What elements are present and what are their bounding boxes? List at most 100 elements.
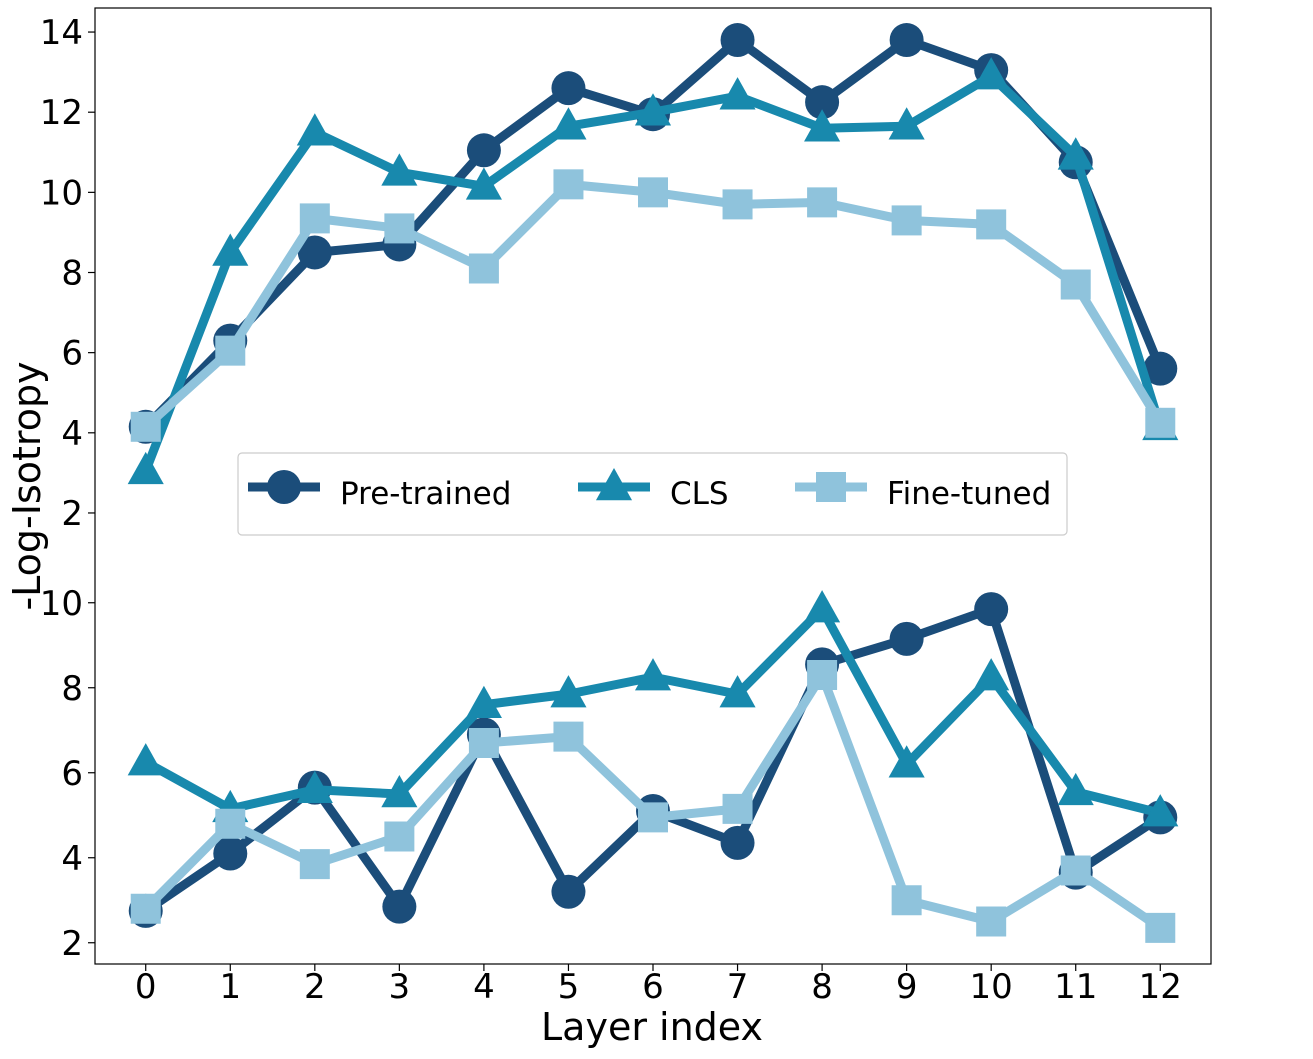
bottom-point-fine-tuned	[807, 660, 838, 690]
bottom-point-cls	[381, 775, 418, 808]
bottom-point-pre-trained	[889, 621, 924, 656]
x-tick-label: 2	[304, 967, 326, 1007]
bottom-point-fine-tuned	[215, 808, 246, 839]
top-point-fine-tuned	[638, 177, 668, 208]
top-y-tick-label: 8	[61, 254, 83, 294]
bottom-point-fine-tuned	[1145, 912, 1176, 943]
bottom-point-pre-trained	[720, 825, 755, 860]
bottom-y-tick-label: 10	[40, 584, 83, 624]
bottom-point-cls	[973, 658, 1010, 691]
top-series-fine-tuned	[130, 169, 1176, 442]
bottom-point-fine-tuned	[638, 802, 668, 833]
top-point-fine-tuned	[130, 411, 161, 442]
top-point-cls	[550, 107, 587, 140]
top-point-fine-tuned	[553, 169, 584, 200]
x-tick-label: 8	[811, 967, 833, 1007]
bottom-point-cls	[1142, 794, 1179, 827]
bottom-point-cls	[127, 743, 164, 776]
top-y-tick-label: 4	[61, 414, 83, 454]
legend: Pre-trained CLS Fine-tuned	[237, 452, 1068, 536]
top-point-cls	[465, 167, 502, 200]
top-point-fine-tuned	[976, 209, 1007, 240]
legend-marker-cls	[595, 468, 633, 501]
x-tick-label: 10	[970, 967, 1013, 1007]
panel-top	[127, 23, 1179, 485]
x-tick-label: 6	[642, 967, 664, 1007]
top-y-tick-label: 10	[40, 173, 83, 213]
panel-bottom	[127, 590, 1179, 943]
legend-label-pre-trained: Pre-trained	[340, 476, 511, 512]
legend-marker-fine-tuned	[816, 472, 846, 502]
legend-entry-pre-trained: Pre-trained	[248, 470, 511, 512]
x-tick-label: 5	[558, 967, 580, 1007]
top-point-fine-tuned	[468, 253, 499, 284]
bottom-point-cls	[888, 745, 925, 778]
x-tick-label: 1	[219, 967, 241, 1007]
legend-box	[237, 452, 1068, 536]
top-y-tick-label: 2	[61, 494, 83, 534]
bottom-point-cls	[465, 685, 502, 719]
top-point-fine-tuned	[1060, 269, 1091, 300]
top-point-cls	[127, 451, 164, 485]
top-point-cls	[804, 109, 841, 142]
top-point-pre-trained	[720, 23, 755, 58]
bottom-point-cls	[296, 770, 333, 804]
top-point-fine-tuned	[722, 189, 753, 220]
top-point-pre-trained	[297, 235, 332, 270]
bottom-point-fine-tuned	[891, 885, 922, 916]
top-point-fine-tuned	[891, 205, 922, 236]
legend-entry-cls: CLS	[578, 468, 729, 512]
x-tick-label: 4	[473, 967, 495, 1007]
bottom-point-fine-tuned	[1060, 855, 1091, 886]
bottom-point-fine-tuned	[384, 821, 415, 852]
top-point-cls	[888, 107, 925, 140]
legend-marker-pre-trained	[267, 470, 301, 504]
bottom-point-pre-trained	[551, 874, 586, 909]
bottom-point-fine-tuned	[722, 793, 753, 824]
top-point-cls	[634, 93, 672, 126]
top-y-tick-label: 14	[40, 13, 83, 53]
x-tick-label: 11	[1054, 967, 1097, 1007]
top-point-fine-tuned	[1145, 407, 1176, 438]
bottom-point-fine-tuned	[468, 728, 499, 758]
top-point-cls	[296, 113, 333, 146]
top-point-fine-tuned	[299, 203, 330, 234]
bottom-point-cls	[804, 590, 841, 623]
x-tick-label: 9	[896, 967, 918, 1007]
bottom-series-cls	[127, 590, 1179, 827]
top-y-tick-label: 12	[40, 93, 83, 133]
x-tick-label: 3	[389, 967, 411, 1007]
bottom-point-fine-tuned	[130, 893, 161, 924]
top-y-tick-label: 6	[61, 334, 83, 374]
bottom-y-tick-label: 6	[61, 754, 83, 794]
top-point-cls	[212, 233, 249, 266]
top-point-pre-trained	[889, 23, 924, 58]
bottom-point-fine-tuned	[299, 849, 330, 880]
bottom-point-cls	[719, 675, 756, 708]
bottom-point-pre-trained	[974, 592, 1009, 627]
top-point-cls	[973, 57, 1010, 90]
x-tick-label: 0	[135, 967, 157, 1007]
bottom-point-pre-trained	[213, 836, 248, 871]
x-tick-label: 7	[727, 967, 749, 1007]
y-axis: 2 4 6 8 10 12 14 2 4 6 8 10	[40, 13, 95, 964]
top-point-fine-tuned	[384, 213, 415, 244]
top-point-pre-trained	[805, 85, 840, 120]
y-axis-label: -Log-Isotropy	[5, 361, 49, 610]
bottom-y-tick-label: 4	[61, 839, 83, 879]
bottom-point-pre-trained	[382, 889, 417, 924]
bottom-series-fine-tuned	[130, 660, 1176, 943]
top-point-pre-trained	[551, 71, 586, 106]
top-point-fine-tuned	[807, 187, 838, 218]
bottom-y-tick-label: 8	[61, 669, 83, 709]
bottom-point-cls	[550, 675, 587, 708]
bottom-point-fine-tuned	[553, 721, 584, 752]
bottom-point-cls	[634, 658, 672, 691]
bottom-y-tick-label: 2	[61, 924, 83, 964]
x-axis-label: Layer index	[541, 1005, 763, 1049]
legend-entry-fine-tuned: Fine-tuned	[795, 472, 1051, 512]
bottom-point-fine-tuned	[976, 906, 1007, 937]
legend-label-fine-tuned: Fine-tuned	[887, 476, 1051, 512]
x-axis: 0 1 2 3 4 5 6 7 8 9 10 11 12	[135, 964, 1182, 1007]
